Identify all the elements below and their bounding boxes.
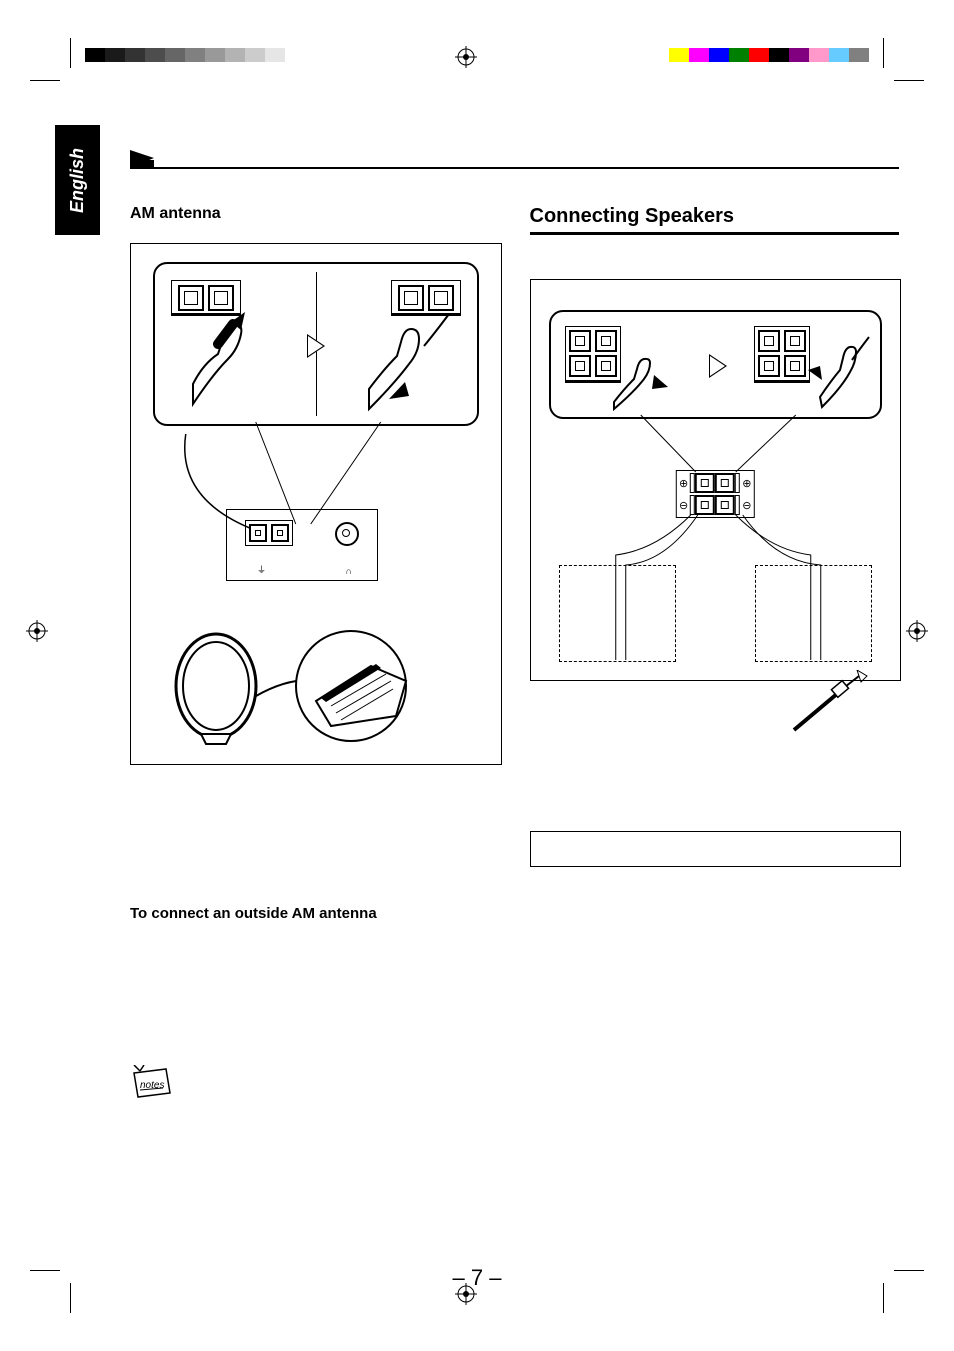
caution-box	[530, 831, 902, 867]
language-label: English	[67, 147, 88, 212]
swatch	[165, 48, 185, 62]
swatch	[225, 48, 245, 62]
swatch	[829, 48, 849, 62]
color-bar	[669, 48, 869, 62]
outside-antenna-heading: To connect an outside AM antenna	[130, 905, 500, 922]
registration-mark-icon	[906, 620, 928, 642]
swatch	[849, 48, 869, 62]
crop-mark	[70, 38, 71, 68]
am-antenna-diagram: ⏚ ∩	[130, 243, 502, 765]
hand-press-icon	[606, 357, 676, 412]
hand-insert-icon	[804, 332, 874, 412]
wire-strip-icon	[789, 670, 869, 740]
registration-mark-icon	[26, 620, 48, 642]
connecting-speakers-heading: Connecting Speakers	[530, 205, 900, 235]
crop-mark	[894, 80, 924, 81]
swatch	[729, 48, 749, 62]
speaker-left-placeholder	[559, 565, 676, 662]
swatch	[749, 48, 769, 62]
swatch	[245, 48, 265, 62]
swatch	[285, 48, 305, 62]
section-arrow-rule	[130, 167, 899, 169]
swatch	[265, 48, 285, 62]
loop-antenna-icon	[171, 606, 431, 746]
hand-press-icon	[163, 304, 293, 414]
columns: AM antenna	[130, 205, 899, 1231]
swatch	[185, 48, 205, 62]
swatch	[125, 48, 145, 62]
language-tab: English	[55, 125, 100, 235]
swatch	[769, 48, 789, 62]
swatch	[789, 48, 809, 62]
swatch	[145, 48, 165, 62]
right-column: Connecting Speakers	[530, 205, 900, 1231]
speaker-right-placeholder	[755, 565, 872, 662]
am-antenna-heading: AM antenna	[130, 205, 500, 223]
page-body: English AM antenna	[55, 125, 899, 1231]
registration-mark-icon	[455, 46, 477, 68]
grayscale-bar	[85, 48, 305, 62]
speaker-diagram: ⊕ ⊕ ⊖ ⊖	[530, 279, 902, 681]
swatch	[809, 48, 829, 62]
hand-insert-icon	[339, 304, 469, 414]
swatch	[689, 48, 709, 62]
crop-mark	[30, 80, 60, 81]
swatch	[205, 48, 225, 62]
page-number: – 7 –	[0, 1265, 954, 1291]
swatch	[669, 48, 689, 62]
left-column: AM antenna	[130, 205, 500, 1231]
swatch	[105, 48, 125, 62]
swatch	[709, 48, 729, 62]
crop-mark	[883, 38, 884, 68]
notes-icon: notes	[130, 1065, 174, 1101]
swatch	[85, 48, 105, 62]
